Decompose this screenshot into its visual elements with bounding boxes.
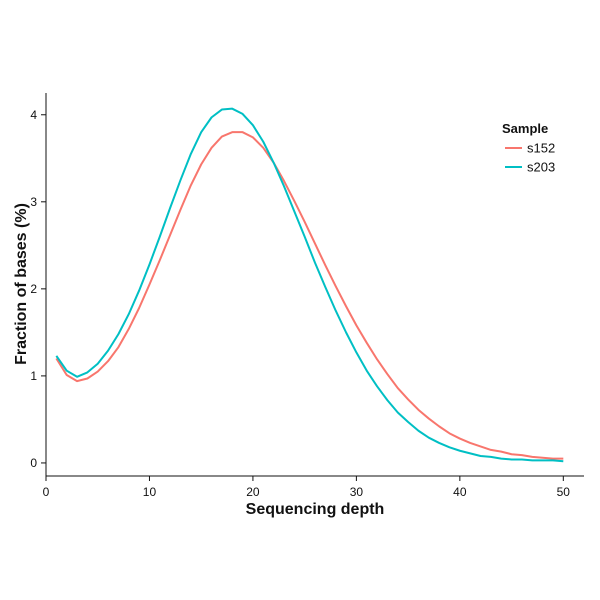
x-tick-label: 0 — [43, 485, 50, 499]
y-tick-label: 0 — [30, 456, 37, 470]
x-tick-label: 30 — [350, 485, 364, 499]
plot-area — [55, 107, 564, 463]
x-axis-ticks: 0 10 20 30 40 50 — [43, 476, 571, 499]
series-line-s203 — [55, 107, 564, 463]
x-tick-label: 50 — [557, 485, 571, 499]
legend: Sample s152 s203 — [502, 121, 555, 175]
x-tick-label: 20 — [246, 485, 260, 499]
legend-label: s152 — [527, 141, 555, 156]
x-tick-label: 40 — [453, 485, 467, 499]
series-line-s152 — [55, 131, 564, 460]
y-tick-label: 3 — [30, 195, 37, 209]
x-axis-title: Sequencing depth — [246, 501, 385, 518]
y-axis-ticks: 0 1 2 3 4 — [30, 108, 46, 470]
x-tick-label: 10 — [143, 485, 157, 499]
y-tick-label: 2 — [30, 282, 37, 296]
y-tick-label: 1 — [30, 369, 37, 383]
y-axis-title: Fraction of bases (%) — [13, 203, 30, 365]
legend-label: s203 — [527, 160, 555, 175]
y-tick-label: 4 — [30, 108, 37, 122]
legend-title: Sample — [502, 121, 548, 136]
